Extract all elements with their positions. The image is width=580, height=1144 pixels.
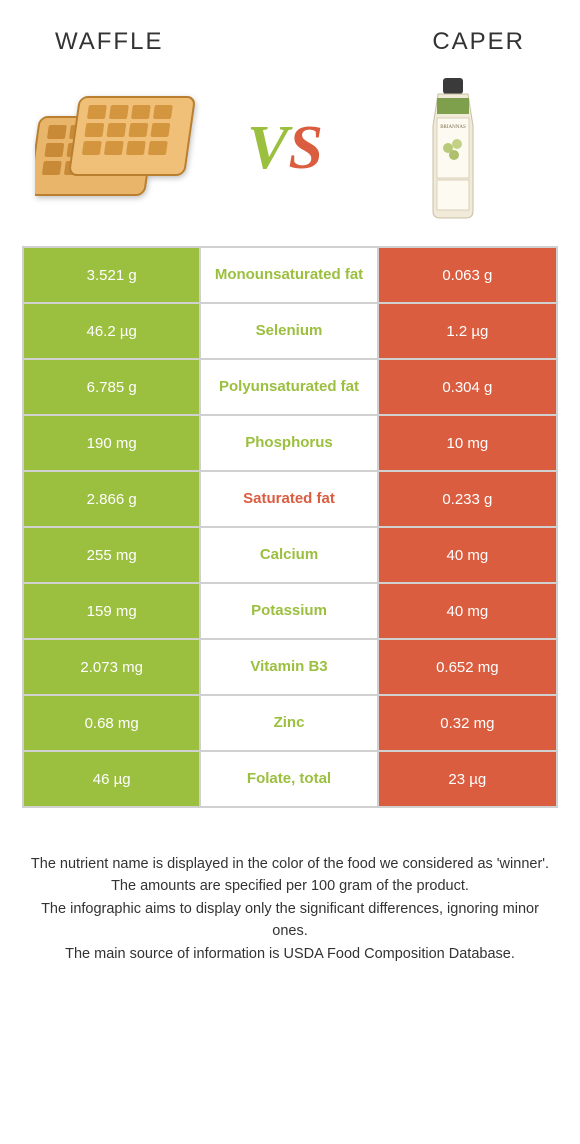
- value-left: 46 µg: [24, 752, 201, 806]
- nutrient-label: Selenium: [201, 304, 378, 358]
- nutrient-label: Potassium: [201, 584, 378, 638]
- footer-line: The nutrient name is displayed in the co…: [30, 853, 550, 875]
- vs-label: VS: [247, 113, 323, 184]
- value-right: 23 µg: [379, 752, 556, 806]
- value-right: 40 mg: [379, 528, 556, 582]
- waffle-image: [35, 84, 200, 214]
- nutrient-label: Calcium: [201, 528, 378, 582]
- title-right: Caper: [432, 28, 525, 56]
- footer-line: The main source of information is USDA F…: [30, 943, 550, 965]
- table-row: 46.2 µgSelenium1.2 µg: [24, 304, 556, 360]
- nutrient-label: Folate, total: [201, 752, 378, 806]
- vs-s: S: [288, 114, 322, 182]
- caper-image: BRIANNAS: [370, 84, 535, 214]
- value-right: 0.652 mg: [379, 640, 556, 694]
- value-right: 40 mg: [379, 584, 556, 638]
- footer-line: The infographic aims to display only the…: [30, 898, 550, 943]
- footer-line: The amounts are specified per 100 gram o…: [30, 875, 550, 897]
- value-left: 159 mg: [24, 584, 201, 638]
- vs-v: V: [247, 114, 288, 182]
- nutrient-label: Zinc: [201, 696, 378, 750]
- footer-notes: The nutrient name is displayed in the co…: [0, 808, 580, 965]
- svg-text:BRIANNAS: BRIANNAS: [440, 125, 466, 130]
- title-left: Waffle: [55, 28, 163, 56]
- table-row: 255 mgCalcium40 mg: [24, 528, 556, 584]
- value-right: 0.32 mg: [379, 696, 556, 750]
- table-row: 3.521 gMonounsaturated fat0.063 g: [24, 248, 556, 304]
- value-right: 0.063 g: [379, 248, 556, 302]
- nutrition-table: 3.521 gMonounsaturated fat0.063 g46.2 µg…: [22, 246, 558, 808]
- table-row: 6.785 gPolyunsaturated fat0.304 g: [24, 360, 556, 416]
- value-right: 0.304 g: [379, 360, 556, 414]
- value-left: 3.521 g: [24, 248, 201, 302]
- nutrient-label: Vitamin B3: [201, 640, 378, 694]
- nutrient-label: Monounsaturated fat: [201, 248, 378, 302]
- value-right: 0.233 g: [379, 472, 556, 526]
- table-row: 46 µgFolate, total23 µg: [24, 752, 556, 808]
- value-left: 2.073 mg: [24, 640, 201, 694]
- value-right: 10 mg: [379, 416, 556, 470]
- value-left: 0.68 mg: [24, 696, 201, 750]
- value-left: 46.2 µg: [24, 304, 201, 358]
- nutrient-label: Phosphorus: [201, 416, 378, 470]
- value-right: 1.2 µg: [379, 304, 556, 358]
- table-row: 2.073 mgVitamin B30.652 mg: [24, 640, 556, 696]
- value-left: 2.866 g: [24, 472, 201, 526]
- value-left: 6.785 g: [24, 360, 201, 414]
- value-left: 190 mg: [24, 416, 201, 470]
- titles-row: Waffle Caper: [0, 0, 580, 66]
- table-row: 159 mgPotassium40 mg: [24, 584, 556, 640]
- value-left: 255 mg: [24, 528, 201, 582]
- table-row: 190 mgPhosphorus10 mg: [24, 416, 556, 472]
- images-row: VS BRIANNAS: [0, 66, 580, 246]
- table-row: 2.866 gSaturated fat0.233 g: [24, 472, 556, 528]
- table-row: 0.68 mgZinc0.32 mg: [24, 696, 556, 752]
- nutrient-label: Polyunsaturated fat: [201, 360, 378, 414]
- nutrient-label: Saturated fat: [201, 472, 378, 526]
